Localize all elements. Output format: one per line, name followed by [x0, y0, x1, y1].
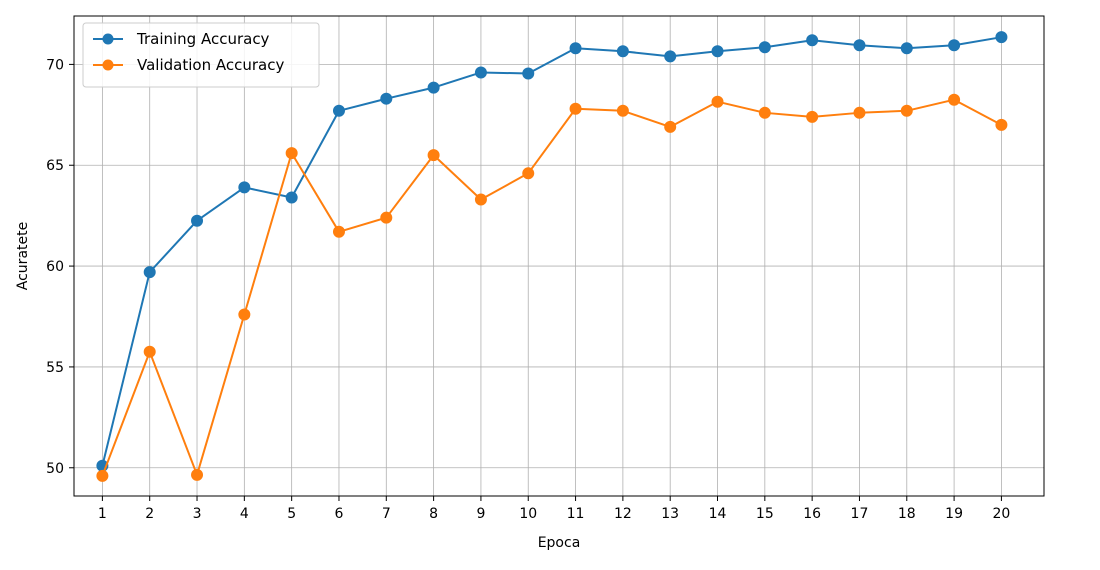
data-point [285, 147, 298, 160]
data-point [285, 191, 298, 204]
data-point [664, 120, 677, 133]
data-point [853, 106, 866, 119]
data-point [995, 31, 1008, 44]
y-tick-label: 70 [46, 57, 64, 73]
y-axis-label: Acuratete [15, 222, 31, 290]
data-point [616, 45, 629, 58]
x-tick-label: 16 [803, 506, 821, 522]
data-point [900, 42, 913, 55]
y-tick-label: 65 [46, 158, 64, 174]
series-line [101, 98, 1002, 477]
legend-label: Training Accuracy [136, 30, 270, 48]
x-axis-label: Epoca [538, 535, 581, 551]
data-point [238, 308, 251, 321]
data-point [758, 106, 771, 119]
legend-entry: Training Accuracy [93, 30, 270, 48]
x-tick-label: 19 [945, 506, 963, 522]
data-point [191, 468, 204, 481]
data-point [143, 266, 156, 279]
data-point [522, 167, 535, 180]
x-tick-label: 8 [429, 506, 438, 522]
legend: Training Accuracy Validation Accuracy [82, 22, 320, 88]
data-point [948, 93, 961, 106]
x-tick-label: 4 [240, 506, 249, 522]
data-point [427, 81, 440, 94]
data-point [806, 34, 819, 47]
legend-label: Validation Accuracy [137, 56, 284, 74]
data-point [711, 45, 724, 58]
data-point [380, 92, 393, 105]
legend-swatch-marker [102, 59, 114, 71]
x-tick-label: 18 [898, 506, 916, 522]
data-point [664, 50, 677, 63]
series-lines [96, 31, 1008, 482]
x-tick-label: 3 [193, 506, 202, 522]
legend-swatch-marker [102, 33, 114, 45]
data-point [143, 345, 156, 358]
data-point [758, 41, 771, 54]
data-point [711, 95, 724, 108]
x-tick-label: 7 [382, 506, 391, 522]
axes: 1 2 3 4 5 6 7 8 9 10 11 12 13 14 15 16 17 18 19 20505560657… [46, 15, 1045, 522]
data-point [616, 104, 629, 117]
x-tick-label: 14 [709, 506, 727, 522]
x-tick-label: 9 [476, 506, 485, 522]
x-tick-label: 1 [98, 506, 107, 522]
data-point [191, 214, 204, 227]
x-tick-label: 10 [519, 506, 537, 522]
data-point [427, 149, 440, 162]
data-point [995, 118, 1008, 131]
x-tick-label: 20 [993, 506, 1011, 522]
series-line [101, 36, 1002, 466]
x-tick-label: 2 [145, 506, 154, 522]
data-point [569, 42, 582, 55]
data-point [948, 39, 961, 52]
series-1 [96, 31, 1008, 472]
y-tick-label: 55 [46, 360, 64, 376]
data-point [238, 181, 251, 194]
data-point [474, 193, 487, 206]
data-point [332, 104, 345, 117]
data-point [900, 104, 913, 117]
series-2 [96, 93, 1008, 482]
data-point [522, 67, 535, 80]
legend-entry: Validation Accuracy [93, 56, 284, 74]
x-tick-label: 13 [661, 506, 679, 522]
x-tick-label: 5 [287, 506, 296, 522]
x-tick-label: 11 [567, 506, 585, 522]
x-tick-label: 6 [335, 506, 344, 522]
x-tick-label: 12 [614, 506, 632, 522]
data-point [806, 110, 819, 123]
data-point [332, 225, 345, 238]
y-tick-label: 60 [46, 259, 64, 275]
y-tick-label: 50 [46, 461, 64, 477]
data-point [474, 66, 487, 79]
plot-frame [73, 15, 1045, 497]
grid-lines [74, 16, 1044, 496]
data-point [569, 102, 582, 115]
data-point [853, 39, 866, 52]
legend-box [82, 22, 320, 88]
x-tick-label: 17 [851, 506, 869, 522]
data-point [96, 469, 109, 482]
x-tick-label: 15 [756, 506, 774, 522]
data-point [380, 211, 393, 224]
